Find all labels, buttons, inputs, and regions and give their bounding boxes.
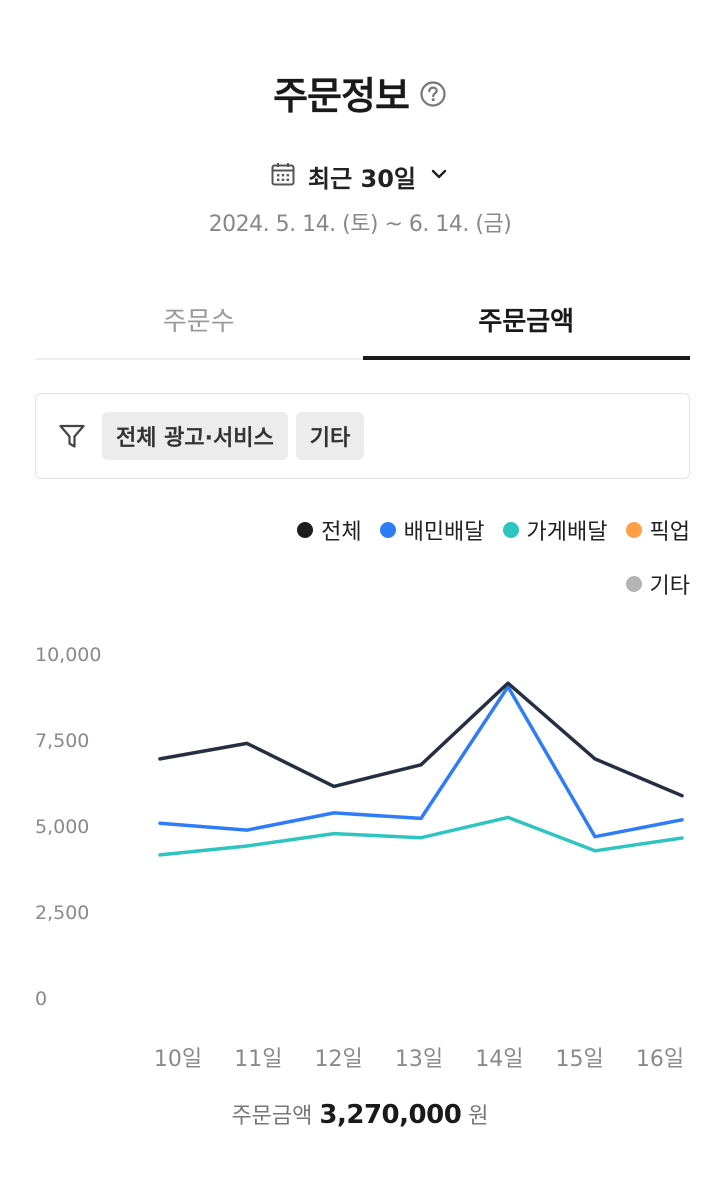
- tab-order-count[interactable]: 주문수: [162, 306, 235, 337]
- x-tick-label: 14일: [475, 1047, 523, 1072]
- y-tick-label: 7,500: [35, 730, 89, 752]
- page-title: 주문정보: [273, 73, 410, 118]
- legend-label: 픽업: [649, 520, 690, 545]
- chart-legend: 전체 배민배달 가게배달 픽업 기타: [230, 512, 690, 602]
- legend-dot: [625, 522, 642, 538]
- x-tick-label: 12일: [315, 1047, 363, 1072]
- filter-icon[interactable]: [56, 420, 88, 452]
- order-amount-line-chart: 10,000 7,500 5,000 2,500 0 10일 11일 12일 13일 14일 15일…: [35, 644, 684, 1072]
- date-range: 2024. 5. 14. (토) ~ 6. 14. (금): [208, 212, 512, 237]
- x-tick-label: 11일: [234, 1047, 282, 1072]
- chevron-down-icon: [428, 163, 450, 189]
- y-tick-label: 2,500: [35, 902, 89, 924]
- summary-label: 주문금액: [231, 1104, 313, 1129]
- series-line-2: [158, 815, 684, 857]
- calendar-icon: [270, 161, 296, 191]
- legend-dot: [297, 522, 314, 538]
- legend-label: 기타: [649, 574, 690, 599]
- legend-dot: [625, 576, 642, 592]
- filter-chip-all-services[interactable]: 전체 광고·서비스: [102, 412, 288, 460]
- legend-dot: [502, 522, 519, 538]
- legend-item-total: 전체: [297, 512, 362, 548]
- legend-item-baemin-delivery: 배민배달: [379, 512, 485, 548]
- series-line-0: [158, 681, 684, 798]
- period-selector[interactable]: 최근 30일: [0, 156, 720, 196]
- legend-label: 배민배달: [403, 520, 485, 545]
- question-circle-icon[interactable]: [419, 80, 447, 108]
- filter-chip-other[interactable]: 기타: [295, 412, 365, 460]
- legend-item-store-delivery: 가게배달: [502, 512, 608, 548]
- summary: 주문금액 3,270,000 원: [0, 1098, 720, 1130]
- y-tick-label: 0: [35, 988, 47, 1010]
- period-label: 최근 30일: [308, 164, 416, 193]
- legend-label: 가게배달: [526, 520, 608, 545]
- y-tick-label: 10,000: [35, 644, 101, 666]
- series-line-1: [158, 684, 684, 839]
- x-tick-label: 15일: [556, 1047, 604, 1072]
- legend-dot: [379, 522, 396, 538]
- x-tick-label: 13일: [395, 1047, 443, 1072]
- filter-bar[interactable]: 전체 광고·서비스 기타: [35, 393, 690, 479]
- x-tick-label: 10일: [154, 1047, 202, 1072]
- legend-item-other: 기타: [625, 566, 690, 602]
- summary-unit: 원: [468, 1104, 489, 1129]
- y-tick-label: 5,000: [35, 816, 89, 838]
- page-header: 주문정보: [0, 66, 720, 118]
- tab-bar: 주문수 주문금액: [35, 280, 690, 360]
- summary-amount: 3,270,000: [319, 1100, 462, 1130]
- legend-item-pickup: 픽업: [625, 512, 690, 548]
- x-tick-label: 16일: [636, 1047, 684, 1072]
- legend-label: 전체: [321, 520, 362, 545]
- tab-order-amount[interactable]: 주문금액: [362, 280, 691, 360]
